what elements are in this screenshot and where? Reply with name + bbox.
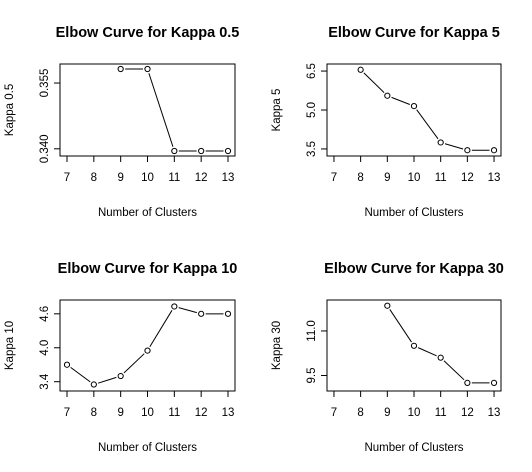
x-tick-label: 10 <box>141 172 154 184</box>
y-tick-label: 4.6 <box>39 306 51 322</box>
data-point <box>63 361 71 368</box>
data-point <box>171 303 178 310</box>
series-line-segment <box>363 72 385 93</box>
x-tick-label: 8 <box>91 172 97 184</box>
x-tick-label: 12 <box>195 407 208 419</box>
x-tick-label: 11 <box>435 407 447 419</box>
x-tick-label: 13 <box>488 172 501 184</box>
x-axis-label: Number of Clusters <box>364 207 463 219</box>
data-point <box>464 379 471 387</box>
chart-title: Elbow Curve for Kappa 30 <box>324 261 504 277</box>
x-tick-label: 13 <box>488 407 501 419</box>
plot-frame <box>59 63 236 157</box>
x-tick-label: 12 <box>461 172 474 184</box>
chart-title: Elbow Curve for Kappa 0.5 <box>56 25 240 41</box>
series-line-segment <box>70 367 91 383</box>
data-point <box>384 302 391 309</box>
data-point <box>144 65 151 73</box>
x-axis-label: Number of Clusters <box>364 442 463 454</box>
x-tick-label: 10 <box>408 172 421 184</box>
data-point <box>171 147 178 155</box>
y-tick-label: 0.340 <box>39 134 51 163</box>
panel-3: Elbow Curve for Kappa 10 7 8 9 10 11 12 13 3.4 4.… <box>4 261 237 454</box>
series-line-segment <box>149 310 173 348</box>
plot-frame <box>326 63 502 157</box>
x-tick-label: 10 <box>141 407 154 419</box>
y-tick-label: 9.5 <box>306 367 318 383</box>
series-line-segment <box>391 96 410 105</box>
y-axis-label: Kappa 30 <box>271 321 283 370</box>
y-axis-label: Kappa 0.5 <box>4 84 16 136</box>
x-tick-label: 12 <box>461 407 474 419</box>
series-line-segment <box>444 143 464 150</box>
x-tick-label: 11 <box>168 172 180 184</box>
x-tick-label: 13 <box>222 407 235 419</box>
data-point <box>224 310 232 317</box>
series-line-segment <box>389 309 412 343</box>
chart-title: Elbow Curve for Kappa 5 <box>328 25 500 41</box>
data-point <box>198 147 205 155</box>
x-axis-label: Number of Clusters <box>98 207 197 219</box>
data-point <box>490 147 498 154</box>
y-tick-label: 3.5 <box>306 141 318 157</box>
series-line-segment <box>148 73 174 147</box>
data-point <box>357 66 364 73</box>
data-point <box>90 381 97 388</box>
x-tick-label: 12 <box>195 172 208 184</box>
data-point <box>117 65 124 73</box>
data-point <box>410 342 418 349</box>
panel-1: Elbow Curve for Kappa 0.5 7 8 9 10 11 12 13 0.34… <box>4 25 239 219</box>
data-point <box>198 310 205 317</box>
y-axis-label: Kappa 10 <box>4 321 16 370</box>
x-tick-label: 13 <box>222 172 235 184</box>
x-tick-label: 10 <box>408 407 421 419</box>
data-point <box>437 139 444 146</box>
x-tick-label: 8 <box>357 407 363 419</box>
x-axis-label: Number of Clusters <box>98 442 197 454</box>
panel-2: Elbow Curve for Kappa 5 7 8 9 10 11 12 13 3.5 5.0… <box>271 25 502 219</box>
series-line-segment <box>123 353 145 374</box>
data-point <box>117 372 124 380</box>
y-tick-label: 5.0 <box>306 102 318 118</box>
x-tick-label: 7 <box>64 407 70 419</box>
series-line-segment <box>178 307 197 314</box>
chart-title: Elbow Curve for Kappa 10 <box>58 261 238 277</box>
y-tick-label: 4.0 <box>39 340 51 356</box>
x-tick-label: 9 <box>384 172 390 184</box>
y-axis-label: Kappa 5 <box>271 89 283 132</box>
data-point <box>490 379 498 387</box>
y-tick-label: 0.355 <box>39 69 51 98</box>
y-tick-label: 11.0 <box>306 320 318 342</box>
series-line-segment <box>417 347 437 357</box>
series-line-segment <box>443 360 465 381</box>
data-point <box>437 354 444 361</box>
x-tick-label: 7 <box>331 172 337 184</box>
series-line-segment <box>416 109 439 140</box>
x-tick-label: 9 <box>117 407 123 419</box>
series-line-segment <box>97 376 117 384</box>
y-tick-label: 3.4 <box>39 373 51 390</box>
x-tick-label: 11 <box>168 407 180 419</box>
data-point <box>464 147 471 154</box>
x-tick-label: 7 <box>64 172 70 184</box>
x-tick-label: 7 <box>331 407 337 419</box>
x-tick-label: 8 <box>357 172 363 184</box>
data-point <box>410 103 418 110</box>
y-tick-label: 6.5 <box>306 63 318 79</box>
data-point <box>144 347 151 354</box>
x-tick-label: 9 <box>117 172 123 184</box>
x-tick-label: 9 <box>384 407 390 419</box>
panel-4: Elbow Curve for Kappa 30 7 8 9 10 11 12 13 9.5 11… <box>271 261 504 454</box>
data-point <box>384 92 391 99</box>
data-point <box>224 147 232 155</box>
x-tick-label: 11 <box>435 172 447 184</box>
x-tick-label: 8 <box>91 407 97 419</box>
